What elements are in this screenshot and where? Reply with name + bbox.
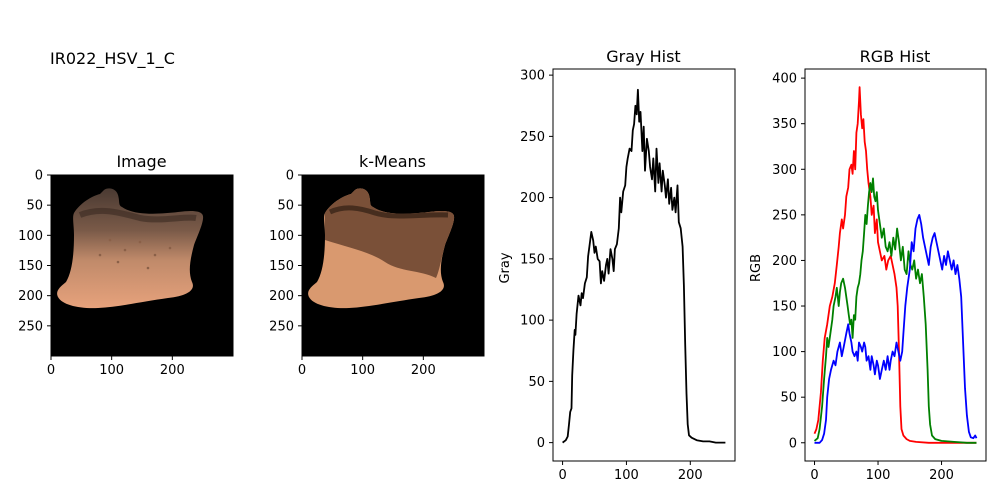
rgb-hist-ytick-label: 50 [780,391,797,406]
kmeans-embryo [308,188,455,309]
gray-hist-ylabel: Gray [498,252,513,283]
rgb-hist-ytick-label: 150 [772,300,797,315]
rgb-hist-xtick-label: 100 [866,468,891,483]
rgb-hist-xtick-label: 0 [810,468,818,483]
rgb-hist-series-line-2 [814,214,978,444]
gray-hist-ytick-label: 200 [520,191,545,206]
rgb-hist-ytick-label: 0 [789,436,797,451]
rgb-hist-ytick-label: 200 [772,254,797,269]
kmeans-xtick-label: 0 [298,363,306,378]
image-xtick-label: 0 [47,363,55,378]
kmeans-ytick-label: 250 [269,319,294,334]
embryo-photo [57,188,204,309]
gray-hist-xtick-label: 100 [614,468,639,483]
kmeans-ytick-label: 200 [269,289,294,304]
gray-hist-ytick-label: 250 [520,130,545,145]
kmeans-ytick-label: 150 [269,259,294,274]
image-xtick-label: 100 [99,363,124,378]
rgb-hist-xtick-label: 200 [929,468,954,483]
gray-hist-ytick-label: 300 [520,69,545,84]
rgb-hist-ytick-label: 300 [772,163,797,178]
image-panel: Image [51,152,233,356]
image-ytick-label: 200 [18,289,43,304]
rgb-hist-series-line-1 [813,177,977,444]
gray-hist-frame [552,68,736,462]
rgb-hist-ytick-label: 100 [772,345,797,360]
kmeans-ytick-label: 100 [269,229,294,244]
gray-hist-ytick-label: 0 [537,436,545,451]
gray-hist-title: Gray Hist [606,47,680,66]
image-ytick-label: 0 [35,169,43,184]
rgb-hist-series-line-0 [813,86,977,444]
image-xtick-label: 200 [160,363,185,378]
image-panel-title: Image [116,152,166,171]
kmeans-panel-title: k-Means [359,152,426,171]
image-ytick-label: 50 [26,199,43,214]
gray-hist-xtick-label: 200 [678,468,703,483]
kmeans-ytick-label: 50 [277,199,294,214]
image-ytick-label: 150 [18,259,43,274]
rgb-hist-title: RGB Hist [860,47,931,66]
image-ytick-label: 100 [18,229,43,244]
rgb-hist-frame [804,68,987,462]
gray-hist-ytick-label: 50 [528,375,545,390]
gray-hist-ytick-label: 100 [520,314,545,329]
kmeans-xtick-label: 200 [411,363,436,378]
kmeans-panel: k-Means [302,152,484,356]
kmeans-xtick-label: 100 [350,363,375,378]
rgb-hist-ytick-label: 350 [772,117,797,132]
rgb-hist-ytick-label: 400 [772,72,797,87]
figure-suptitle: IR022_HSV_1_C [50,49,175,69]
gray-hist-series-line-0 [562,88,726,444]
gray-hist-ytick-label: 150 [520,252,545,267]
gray-hist-chart: Gray Hist Gray 0 100 200 0 50 100 150 200 250 300 [498,47,736,483]
kmeans-ytick-label: 0 [286,169,294,184]
rgb-hist-ytick-label: 250 [772,208,797,223]
rgb-hist-chart: RGB Hist RGB 0 100 200 0 50 100 150 200 250 300 35… [749,47,987,483]
image-ytick-label: 250 [18,319,43,334]
rgb-hist-ylabel: RGB [749,254,764,282]
gray-hist-xtick-label: 0 [558,468,566,483]
